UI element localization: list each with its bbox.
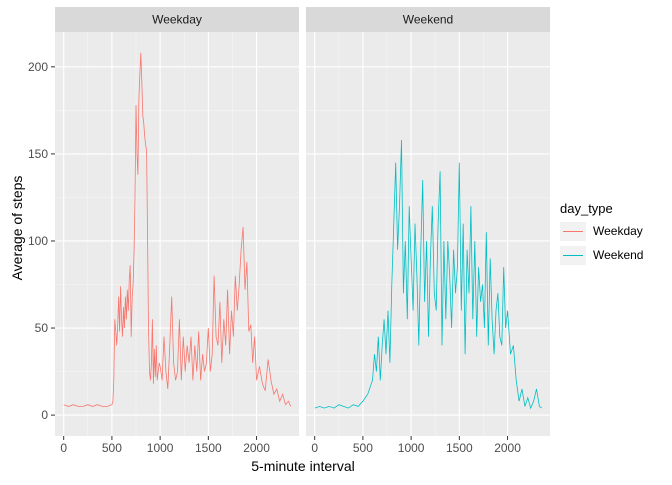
x-tick-label-weekday-1000: 1000: [147, 441, 174, 455]
series-line-weekend: [314, 139, 543, 410]
y-tick-label-0: 0: [41, 408, 48, 422]
series-line-weekday: [63, 52, 292, 407]
legend-title: day_type: [560, 201, 613, 216]
x-tick-label-weekend-0: 0: [311, 441, 318, 455]
x-tick-label-weekday-1500: 1500: [195, 441, 222, 455]
x-tick-label-weekend-500: 500: [353, 441, 373, 455]
strip-label-weekday: Weekday: [152, 13, 202, 27]
x-tick-label-weekend-1500: 1500: [446, 441, 473, 455]
legend-label-weekend: Weekend: [593, 248, 643, 262]
panels-layer: Weekday 0 500 1000 1500 2000 Weekend 0 500 1000 15…: [55, 7, 550, 455]
y-tick-label-200: 200: [28, 60, 48, 74]
panel-weekend: Weekend 0 500 1000 1500 2000: [306, 7, 550, 455]
strip-weekday: [55, 7, 299, 32]
x-tick-label-weekday-0: 0: [60, 441, 67, 455]
plot-bg-weekend: [306, 32, 550, 436]
strip-weekend: [306, 7, 550, 32]
y-axis-title: Average of steps: [9, 176, 25, 281]
x-axis-title: 5-minute interval: [251, 458, 355, 474]
x-tick-label-weekend-1000: 1000: [398, 441, 425, 455]
axes-layer: 0 50 100 150 200: [28, 60, 55, 422]
y-tick-label-100: 100: [28, 234, 48, 248]
x-tick-label-weekday-500: 500: [102, 441, 122, 455]
legend: day_type Weekday Weekend: [560, 201, 643, 265]
strip-label-weekend: Weekend: [403, 13, 453, 27]
y-tick-label-50: 50: [35, 321, 49, 335]
y-tick-label-150: 150: [28, 147, 48, 161]
plot-bg-weekday: [55, 32, 299, 436]
x-tick-label-weekday-2000: 2000: [243, 441, 270, 455]
x-tick-label-weekend-2000: 2000: [494, 441, 521, 455]
legend-label-weekday: Weekday: [593, 224, 643, 238]
panel-weekday: Weekday 0 500 1000 1500 2000: [55, 7, 299, 455]
